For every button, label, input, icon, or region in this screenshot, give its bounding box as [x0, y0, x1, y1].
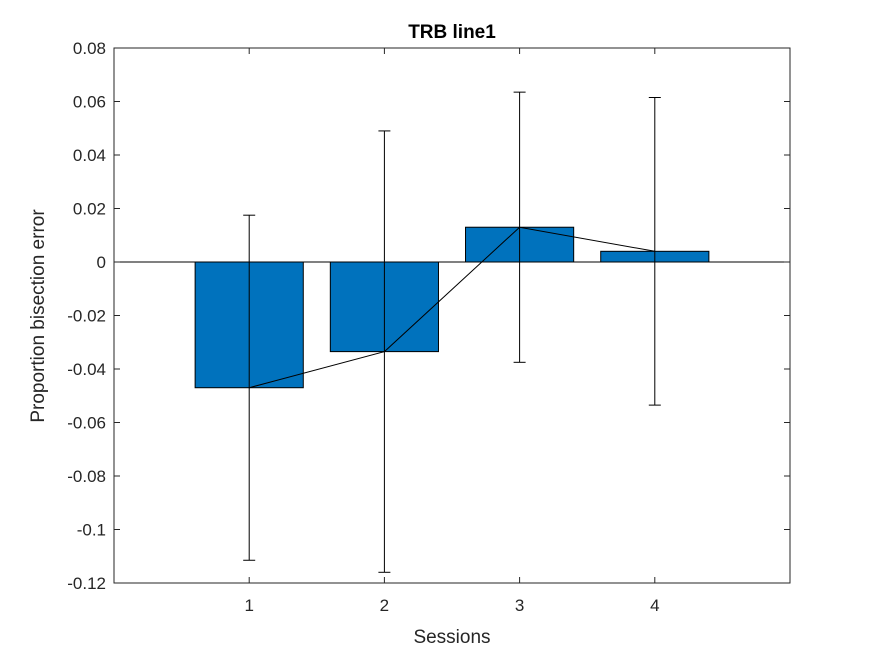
- x-tick-label: 2: [380, 596, 389, 615]
- chart-title: TRB line1: [408, 22, 496, 43]
- x-tick-label: 3: [515, 596, 524, 615]
- y-tick-label: 0.04: [73, 146, 106, 165]
- x-tick-label: 1: [244, 596, 253, 615]
- y-tick-label: 0.08: [73, 39, 106, 58]
- y-tick-label: -0.08: [67, 467, 106, 486]
- x-axis-label: Sessions: [413, 627, 490, 648]
- y-tick-label: -0.04: [67, 360, 106, 379]
- y-tick-label: 0.02: [73, 200, 106, 219]
- y-axis-label: Proportion bisection error: [28, 209, 49, 423]
- y-tick-label: 0: [97, 253, 106, 272]
- y-tick-label: -0.02: [67, 307, 106, 326]
- y-tick-label: -0.06: [67, 414, 106, 433]
- mean-line: [249, 226, 655, 389]
- y-tick-label: -0.1: [77, 521, 106, 540]
- x-tick-label: 4: [650, 596, 659, 615]
- plot-area: -0.12 -0.1 -0.08 -0.06 -0.04 -0.02 0 0.02 0.04 0.…: [67, 39, 791, 615]
- y-tick-label: -0.12: [67, 574, 106, 593]
- y-tick-label: 0.06: [73, 93, 106, 112]
